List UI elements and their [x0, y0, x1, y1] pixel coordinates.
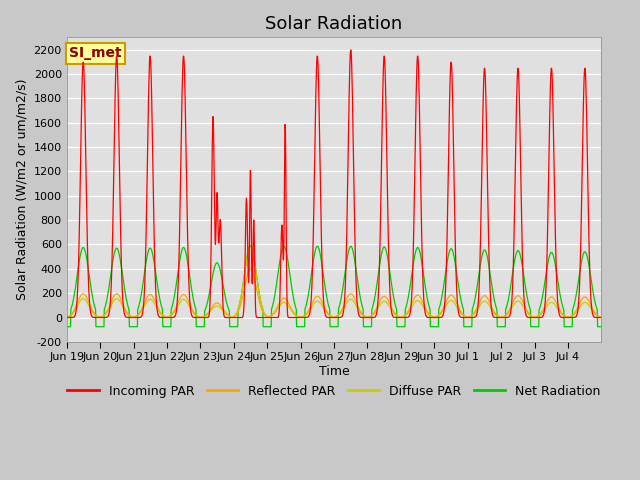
Incoming PAR: [296, 315, 304, 321]
Reflected PAR: [321, 304, 328, 310]
Incoming PAR: [347, 47, 355, 53]
Reflected PAR: [461, 313, 468, 319]
Incoming PAR: [310, 195, 318, 201]
Diffuse PAR: [147, 297, 154, 302]
Incoming PAR: [598, 315, 605, 321]
Net Radiation: [246, 243, 254, 249]
Line: Incoming PAR: Incoming PAR: [67, 50, 602, 318]
Reflected PAR: [591, 310, 599, 316]
Diffuse PAR: [310, 300, 318, 306]
Diffuse PAR: [598, 314, 605, 320]
Net Radiation: [63, 324, 70, 330]
Diffuse PAR: [591, 311, 599, 317]
Title: Solar Radiation: Solar Radiation: [266, 15, 403, 33]
Reflected PAR: [539, 307, 547, 313]
Reflected PAR: [147, 291, 154, 297]
Incoming PAR: [320, 305, 328, 311]
Incoming PAR: [63, 315, 70, 321]
Diffuse PAR: [321, 307, 328, 312]
Y-axis label: Solar Radiation (W/m2 or um/m2/s): Solar Radiation (W/m2 or um/m2/s): [15, 79, 28, 300]
Diffuse PAR: [461, 313, 468, 319]
Line: Reflected PAR: Reflected PAR: [67, 269, 602, 317]
Incoming PAR: [461, 315, 468, 321]
Reflected PAR: [196, 314, 204, 320]
Diffuse PAR: [63, 314, 70, 320]
Incoming PAR: [591, 314, 599, 320]
X-axis label: Time: Time: [319, 365, 349, 378]
Text: SI_met: SI_met: [69, 46, 122, 60]
Line: Diffuse PAR: Diffuse PAR: [67, 247, 602, 317]
Incoming PAR: [539, 313, 547, 319]
Legend: Incoming PAR, Reflected PAR, Diffuse PAR, Net Radiation: Incoming PAR, Reflected PAR, Diffuse PAR…: [63, 380, 605, 403]
Diffuse PAR: [196, 314, 204, 320]
Incoming PAR: [147, 53, 154, 59]
Reflected PAR: [63, 314, 70, 320]
Reflected PAR: [598, 314, 605, 320]
Diffuse PAR: [246, 244, 254, 250]
Net Radiation: [539, 293, 547, 299]
Net Radiation: [598, 324, 605, 330]
Net Radiation: [591, 298, 598, 304]
Net Radiation: [460, 324, 468, 330]
Line: Net Radiation: Net Radiation: [67, 246, 602, 327]
Diffuse PAR: [539, 309, 547, 315]
Net Radiation: [320, 277, 328, 283]
Net Radiation: [147, 245, 154, 251]
Reflected PAR: [246, 266, 254, 272]
Reflected PAR: [310, 296, 318, 301]
Net Radiation: [310, 253, 318, 259]
